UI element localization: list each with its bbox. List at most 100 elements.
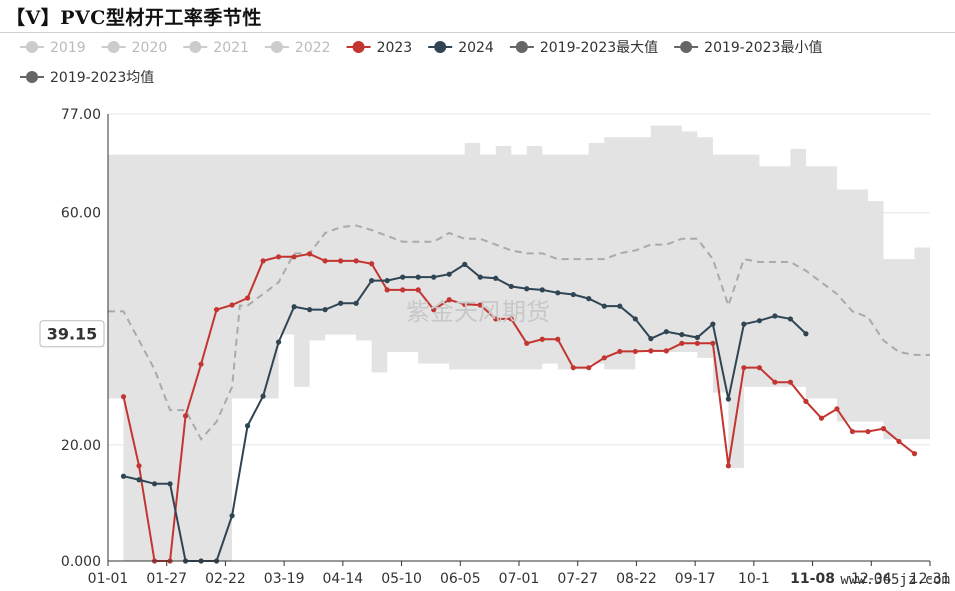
series-2023-point	[617, 348, 623, 355]
legend-item[interactable]: 2019-2023最小值	[674, 40, 822, 56]
legend-label: 2024	[458, 40, 494, 56]
x-tick-label: 01-27	[146, 571, 187, 587]
x-tick-label: 01-01	[88, 571, 129, 587]
series-2023-point	[570, 365, 576, 371]
x-tick-label: 05-10	[381, 571, 422, 587]
x-tick-label: 12-04	[851, 571, 892, 587]
y-tick-label: 20.00	[61, 438, 101, 454]
series-2024-point	[570, 291, 576, 298]
series-2023-point	[756, 365, 762, 371]
legend-item[interactable]: 2019-2023均值	[20, 70, 154, 86]
legend-marker	[515, 41, 528, 53]
series-2023-point	[462, 301, 468, 308]
legend-label: 2023	[377, 40, 413, 56]
series-2024-point	[694, 334, 700, 341]
series-2024-point	[384, 278, 390, 284]
series-2024-point	[229, 513, 235, 519]
legend-item[interactable]: 2019	[20, 40, 86, 56]
series-2023-point	[787, 379, 794, 385]
series-2023-point	[369, 261, 375, 267]
y-tick-label: 0.000	[61, 554, 101, 570]
series-lines	[108, 224, 930, 564]
series-2024-point	[787, 316, 794, 322]
series-2023-point	[865, 428, 871, 435]
series-2024-point	[446, 271, 452, 277]
series-2023-point	[601, 355, 607, 361]
watermark: 紫金天风期货	[406, 298, 550, 326]
series-2023-point	[198, 361, 204, 367]
series-2023-point	[508, 316, 514, 322]
series-2024-point	[477, 274, 483, 280]
series-2024-point	[555, 290, 561, 296]
series-2023-point	[431, 307, 437, 313]
series-2023-point	[260, 258, 266, 264]
series-2023-point	[307, 251, 313, 257]
legend-item[interactable]: 2020	[101, 40, 168, 56]
x-tick-label: 09-17	[675, 571, 716, 587]
series-2023-point	[384, 287, 390, 293]
series-2023-point	[725, 463, 731, 469]
series-2023-point	[182, 413, 189, 419]
series-2024-point	[803, 331, 809, 337]
series-2024-point	[524, 286, 530, 292]
x-tick-label: 04-14	[323, 571, 364, 587]
series-2023-point	[524, 340, 530, 346]
series-2023-point	[896, 438, 902, 445]
series-2023-point	[741, 365, 747, 371]
series-2024-point	[353, 300, 359, 306]
legend: 2019 2020 2021 2022 2023 2024 2019-2023最大值 2019…	[20, 40, 822, 86]
series-2023-point	[648, 348, 654, 354]
pointer-value-label: 39.15	[39, 320, 105, 348]
legend-item[interactable]: 2021	[183, 40, 249, 56]
series-2024-point	[601, 303, 607, 309]
legend-label: 2019-2023均值	[50, 70, 154, 86]
series-2023-point	[663, 348, 669, 354]
series-2023-point	[710, 340, 716, 346]
series-avg-line	[108, 224, 930, 441]
series-2023-point	[539, 336, 545, 342]
x-tick-label: 06-05	[440, 571, 481, 587]
series-2024-point	[431, 274, 437, 280]
series-2024-point	[508, 283, 514, 290]
legend-marker	[26, 71, 38, 83]
series-2023-point	[586, 365, 592, 371]
series-2023-point	[415, 287, 421, 293]
series-2023-point	[911, 451, 918, 457]
series-2024-point	[322, 307, 328, 313]
series-2024-point	[539, 287, 545, 293]
legend-item[interactable]: 2019-2023最大值	[509, 40, 658, 56]
series-2023-point	[229, 302, 235, 308]
series-2023-point	[493, 316, 499, 322]
series-2024-point	[586, 296, 592, 302]
legend-item[interactable]: 2024	[428, 40, 494, 56]
x-tick-label: 07-01	[499, 571, 540, 587]
legend-label: 2022	[295, 40, 331, 56]
series-2024-point	[679, 331, 685, 338]
series-2023-point	[338, 258, 344, 264]
series-2023-point	[244, 295, 251, 301]
series-2023-point	[276, 254, 282, 260]
legend-marker	[270, 41, 283, 53]
axes: 0.000 20.00 60.00 77.00 01-01 01-27 02-22 03-19…	[61, 107, 950, 587]
series-2024-point	[291, 304, 297, 310]
series-2023-point	[803, 398, 809, 404]
series-2024-point	[462, 261, 468, 267]
series-2024-point	[415, 274, 421, 280]
series-2023-point	[446, 297, 452, 303]
series-2023-point	[136, 463, 142, 469]
series-2023-point	[772, 379, 778, 385]
legend-marker	[189, 41, 202, 53]
legend-item[interactable]: 2023	[346, 40, 413, 56]
y-tick-label: 77.00	[61, 107, 101, 123]
legend-item[interactable]: 2022	[264, 40, 331, 56]
series-2024-point	[151, 481, 158, 487]
series-2024-point	[663, 329, 669, 335]
series-2024-point	[276, 339, 282, 345]
series-2023-point	[213, 307, 220, 313]
series-2023-point	[679, 340, 685, 346]
series-2023-point	[353, 258, 359, 264]
series-2023-point	[818, 415, 825, 421]
series-2023-point	[880, 426, 887, 432]
series-2024-point	[493, 275, 499, 281]
